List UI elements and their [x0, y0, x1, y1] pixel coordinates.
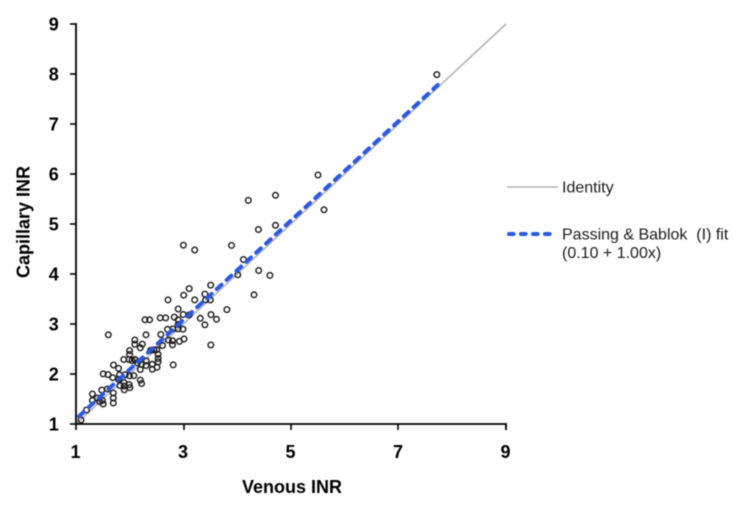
svg-text:1: 1: [70, 442, 80, 462]
svg-text:Identity: Identity: [562, 180, 614, 197]
svg-text:Venous INR: Venous INR: [242, 477, 342, 497]
svg-text:9: 9: [49, 14, 59, 34]
svg-text:(0.10 + 1.00x): (0.10 + 1.00x): [562, 245, 661, 262]
svg-text:4: 4: [49, 264, 59, 284]
svg-text:5: 5: [285, 442, 295, 462]
svg-text:6: 6: [49, 164, 59, 184]
svg-text:Capillary INR: Capillary INR: [14, 166, 34, 278]
svg-text:5: 5: [49, 214, 59, 234]
svg-text:1: 1: [49, 414, 59, 434]
svg-text:7: 7: [49, 114, 59, 134]
svg-text:3: 3: [178, 442, 188, 462]
svg-text:3: 3: [49, 314, 59, 334]
svg-text:2: 2: [49, 364, 59, 384]
svg-text:Passing & Bablok (I) fit: Passing & Bablok (I) fit: [562, 227, 729, 244]
svg-text:7: 7: [393, 442, 403, 462]
svg-text:9: 9: [500, 442, 510, 462]
svg-text:8: 8: [49, 64, 59, 84]
